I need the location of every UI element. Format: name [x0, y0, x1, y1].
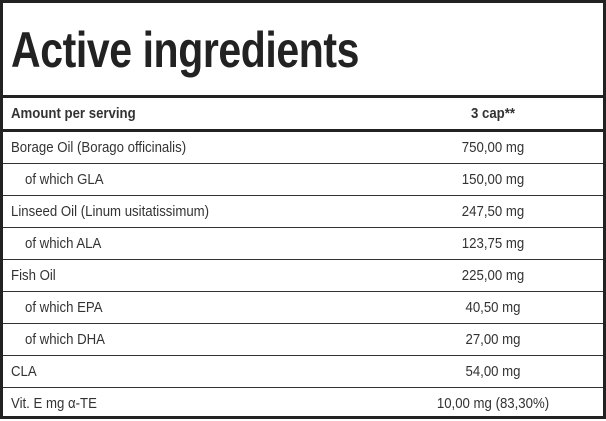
table-row: of which ALA 123,75 mg	[3, 228, 603, 260]
page-title: Active ingredients	[11, 22, 360, 78]
table-row: Vit. E mg α-TE 10,00 mg (83,30%)	[3, 388, 603, 421]
row-label: of which GLA	[25, 171, 104, 188]
row-label: of which DHA	[25, 331, 105, 348]
row-value: 54,00 mg	[465, 363, 521, 380]
row-label: Vit. E mg α-TE	[11, 395, 97, 412]
table-header: Amount per serving 3 cap**	[3, 98, 603, 132]
row-label: of which EPA	[25, 299, 103, 316]
header-label: Amount per serving	[11, 105, 136, 122]
row-value: 123,75 mg	[461, 235, 525, 252]
title-bar: Active ingredients	[3, 3, 603, 98]
row-label: Fish Oil	[11, 267, 56, 284]
row-value: 40,50 mg	[465, 299, 521, 316]
row-value: 150,00 mg	[461, 171, 525, 188]
table-row: of which EPA 40,50 mg	[3, 292, 603, 324]
table-row: Linseed Oil (Linum usitatissimum) 247,50 …	[3, 196, 603, 228]
table-row: Fish Oil 225,00 mg	[3, 260, 603, 292]
row-label: of which ALA	[25, 235, 102, 252]
row-label: Linseed Oil (Linum usitatissimum)	[11, 203, 210, 220]
table-row: of which DHA 27,00 mg	[3, 324, 603, 356]
row-label: Borage Oil (Borago officinalis)	[11, 139, 187, 156]
row-label: CLA	[11, 363, 37, 380]
row-value: 10,00 mg (83,30%)	[436, 395, 550, 412]
row-value: 750,00 mg	[461, 139, 525, 156]
table-row: Borage Oil (Borago officinalis) 750,00 mg	[3, 132, 603, 164]
header-value: 3 cap**	[470, 105, 516, 122]
table-row: CLA 54,00 mg	[3, 356, 603, 388]
table-row: of which GLA 150,00 mg	[3, 164, 603, 196]
row-value: 27,00 mg	[465, 331, 521, 348]
row-value: 247,50 mg	[461, 203, 525, 220]
row-value: 225,00 mg	[461, 267, 525, 284]
